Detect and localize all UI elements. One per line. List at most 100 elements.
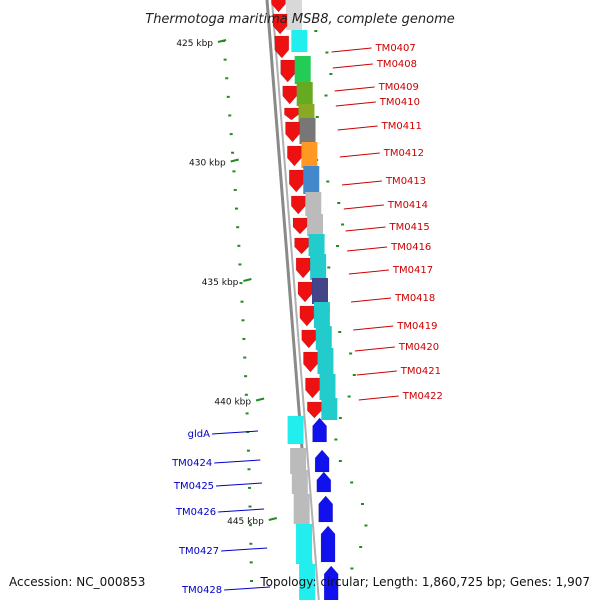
label-leader [353,325,394,331]
gene-label: TM0407 [375,43,416,54]
skew-dot [329,73,333,75]
cog-block [311,278,328,304]
tick-mark [217,39,227,43]
gene-label: TM0428 [181,585,222,596]
label-leader [348,269,389,275]
skew-dot [338,460,342,462]
reverse-gene-arrow [320,525,336,563]
gene-label: TM0422 [402,391,443,402]
forward-gene-arrow [297,281,313,303]
label-leader [341,180,383,186]
label-leader [354,346,395,352]
label-leader [343,204,384,210]
accession-text: Accession: NC_000853 [9,575,146,589]
gene-label: TM0416 [390,242,431,253]
skew-dot [236,226,240,229]
topology-text: Topology: circular; Length: 1,860,725 bp… [260,575,590,589]
skew-dot [239,282,243,285]
gc-skew-track [222,30,368,582]
cog-block [303,166,320,194]
skew-dot [324,94,328,97]
skew-dot [250,580,253,582]
gene-label: TM0408 [376,59,417,70]
skew-dot [237,244,241,247]
forward-gene-arrow [272,13,288,35]
forward-gene-arrow [282,85,298,105]
gene-label: TM0414 [387,200,428,211]
skew-dot [360,503,364,505]
skew-dot [338,331,342,333]
label-leader [221,547,268,552]
gene-label: TM0417 [392,265,433,276]
cog-block [307,214,324,236]
skew-dot [234,207,238,210]
skew-dot [241,319,245,322]
forward-gene-arrow [305,377,320,399]
skew-dot [327,266,331,269]
cog-block [287,416,304,444]
gene-label: gldA [188,429,210,440]
cog-block [313,302,330,328]
cog-block [291,30,308,52]
label-leader [356,370,397,376]
label-leader [224,586,271,591]
skew-dot [249,542,253,545]
skew-dot [352,374,356,376]
skew-dot [315,116,319,118]
gene-label: TM0411 [381,121,422,132]
skew-dot [349,352,353,355]
label-leader [218,508,265,513]
gene-label: TM0410 [379,97,420,108]
cog-block [301,142,318,168]
skew-dot [244,393,248,396]
skew-dot [223,58,227,61]
skew-dot [341,223,345,226]
tick-mark [268,517,278,521]
skew-dot [226,95,230,98]
reverse-gene-arrow [318,495,333,523]
skew-dot [243,356,247,359]
skew-dot [337,202,341,204]
skew-dot [225,77,229,80]
label-leader [337,125,378,131]
reverse-gene-arrow [312,417,327,443]
forward-gene-arrow [294,237,309,255]
forward-gene-arrow [274,35,290,59]
skew-dot [233,188,237,191]
forward-gene-arrow [271,0,286,13]
label-leader [339,152,380,158]
forward-gene-arrow [295,257,311,279]
skew-dot [350,567,354,570]
cog-block [291,470,308,494]
skew-dot [246,449,250,452]
skew-dot [247,468,251,471]
skew-dot [242,337,246,340]
label-leader [347,246,388,252]
forward-gene-arrow [284,107,299,121]
label-leader [351,297,392,303]
label-leader [214,459,261,464]
skew-dot [249,561,253,564]
gene-label: TM0427 [178,546,219,557]
cog-block [310,254,327,280]
label-leader [345,226,386,232]
cog-block [286,0,302,30]
skew-dot [245,412,249,415]
gene-label: TM0412 [383,148,424,159]
label-leader [216,482,263,487]
gene-label: TM0419 [396,321,437,332]
gene-label: TM0425 [173,481,214,492]
tick-label: 440 kbp [214,398,251,408]
reverse-gene-arrow [316,471,332,493]
gene-label: TM0421 [400,366,441,377]
cog-block [293,494,310,524]
cog-track [286,0,338,600]
tick-label: 430 kbp [189,159,226,169]
cog-block [290,448,307,474]
gene-label: TM0420 [398,342,439,353]
skew-dot [336,245,340,247]
cog-block [305,192,322,216]
gene-label: TM0426 [175,507,216,518]
forward-gene-arrow [301,329,317,349]
label-leader [331,47,372,53]
